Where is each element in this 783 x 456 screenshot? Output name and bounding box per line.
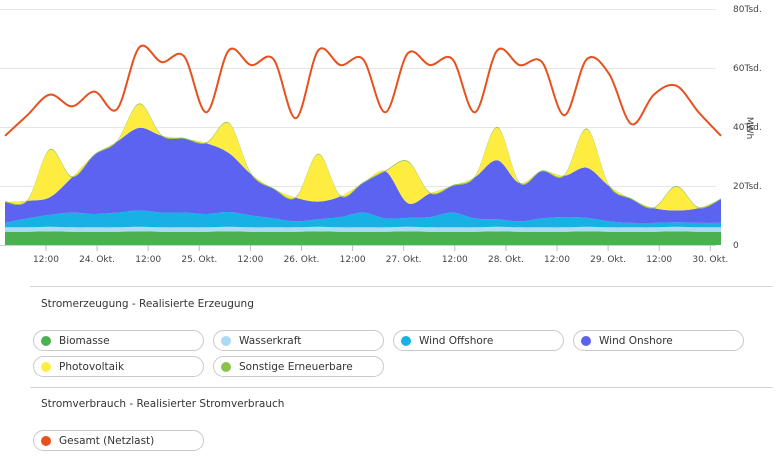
x-tick-label: 25. Okt. (181, 255, 217, 265)
legend-item-wasserkraft[interactable]: Wasserkraft (213, 330, 384, 351)
legend-label: Wind Offshore (419, 334, 494, 347)
x-tick-label: 24. Okt. (79, 255, 115, 265)
legend-label: Gesamt (Netzlast) (59, 434, 155, 447)
x-tick-label: 26. Okt. (284, 255, 320, 265)
x-tick-label: 27. Okt. (386, 255, 422, 265)
photovoltaik-color-dot (41, 361, 51, 372)
y-axis: 0 20Tsd. 40Tsd. 60Tsd. 80Tsd. (733, 5, 762, 251)
biomasse-color-dot (41, 335, 51, 346)
area-biomasse (5, 231, 721, 245)
y-tick-label: 80Tsd. (733, 5, 762, 15)
legend-item-sonstige-erneuerbare[interactable]: Sonstige Erneuerbare (213, 356, 384, 377)
y-tick-label: 20Tsd. (733, 182, 762, 192)
wind-onshore-color-dot (581, 335, 591, 346)
legend-label: Wasserkraft (239, 334, 302, 347)
legend-item-biomasse[interactable]: Biomasse (33, 330, 204, 351)
divider-top (30, 286, 773, 287)
x-tick-label: 12:00 (33, 255, 59, 265)
sonstige-erneuerbare-color-dot (221, 361, 231, 372)
consumption-section-title: Stromverbrauch - Realisierter Stromverbr… (41, 398, 285, 410)
y-tick-label: 60Tsd. (733, 64, 762, 74)
legend-label: Photovoltaik (59, 360, 125, 373)
y-tick-label: 40Tsd. (733, 123, 762, 133)
divider-middle (30, 387, 773, 388)
x-tick-label: 12:00 (544, 255, 570, 265)
area-wasserkraft (5, 226, 721, 232)
x-tick-label: 28. Okt. (488, 255, 524, 265)
wasserkraft-color-dot (221, 335, 231, 346)
legend-label: Biomasse (59, 334, 110, 347)
legend-item-gesamt-netzlast[interactable]: Gesamt (Netzlast) (33, 430, 204, 451)
legend-label: Wind Onshore (599, 334, 673, 347)
legend-item-photovoltaik[interactable]: Photovoltaik (33, 356, 204, 377)
area-wind-onshore (5, 127, 721, 224)
legend-item-wind-offshore[interactable]: Wind Offshore (393, 330, 564, 351)
plot-area (4, 44, 722, 245)
legend-label: Sonstige Erneuerbare (239, 360, 353, 373)
wind-offshore-color-dot (401, 335, 411, 346)
y-axis-label: MWh (744, 117, 754, 139)
x-tick-label: 12:00 (646, 255, 672, 265)
x-tick-label: 12:00 (442, 255, 468, 265)
x-tick-label: 12:00 (340, 255, 366, 265)
y-tick-label: 0 (733, 241, 739, 251)
generation-section-title: Stromerzeugung - Realisierte Erzeugung (41, 298, 254, 310)
x-tick-label: 12:00 (135, 255, 161, 265)
x-tick-label: 30. Okt. (692, 255, 728, 265)
chart: 12:00 24. Okt. 12:00 25. Okt. 12:00 26. Okt. 1… (0, 5, 762, 265)
x-axis: 12:00 24. Okt. 12:00 25. Okt. 12:00 26. Okt. 1… (33, 245, 728, 265)
gesamt-netzlast-color-dot (41, 435, 51, 446)
legend-item-wind-onshore[interactable]: Wind Onshore (573, 330, 744, 351)
x-tick-label: 12:00 (237, 255, 263, 265)
area-wind-offshore (5, 210, 721, 228)
line-gesamt-netzlast- (4, 44, 722, 137)
x-tick-label: 29. Okt. (590, 255, 626, 265)
area-photovoltaik (5, 104, 721, 211)
